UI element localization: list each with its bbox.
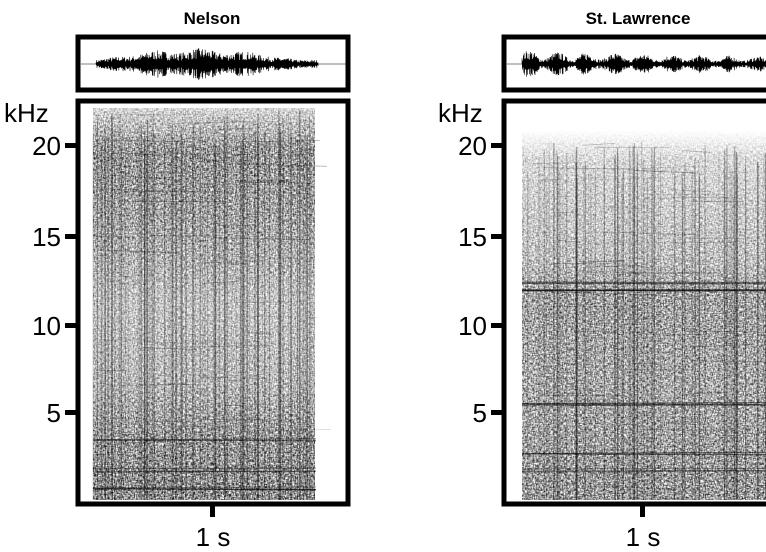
y-tick-label: 15: [32, 222, 61, 252]
waveform-trace: [507, 51, 766, 77]
y-tick-label: 20: [32, 131, 61, 161]
x-scale-label: 1 s: [196, 522, 231, 552]
waveform: [81, 48, 346, 80]
spectrogram: [521, 130, 766, 500]
panel-nelson: Nelson kHz 20 15 10 5 1 s: [4, 9, 351, 552]
y-ticks: 20 15 10 5: [458, 131, 504, 428]
spectrogram: [92, 108, 331, 500]
panel-title: Nelson: [184, 9, 241, 28]
panel-title: St. Lawrence: [586, 9, 691, 28]
x-scale-tick: [210, 504, 215, 517]
x-scale-label: 1 s: [626, 522, 661, 552]
waveform-trace: [81, 48, 346, 80]
panel-st-lawrence: St. Lawrence kHz 20 15 10 5 1 s: [438, 9, 766, 552]
y-tick-label: 10: [32, 311, 61, 341]
y-tick-label: 10: [458, 311, 487, 341]
waveform-frame: [501, 34, 766, 93]
y-tick-label: 5: [473, 398, 487, 428]
y-tick-label: 15: [458, 222, 487, 252]
x-scale-tick: [640, 504, 645, 517]
waveform: [507, 51, 766, 77]
y-ticks: 20 15 10 5: [32, 131, 78, 428]
y-axis-unit: kHz: [4, 98, 49, 128]
y-tick-label: 20: [458, 131, 487, 161]
y-tick-label: 5: [47, 398, 61, 428]
waveform-frame: [75, 34, 351, 93]
y-axis-unit: kHz: [438, 98, 483, 128]
